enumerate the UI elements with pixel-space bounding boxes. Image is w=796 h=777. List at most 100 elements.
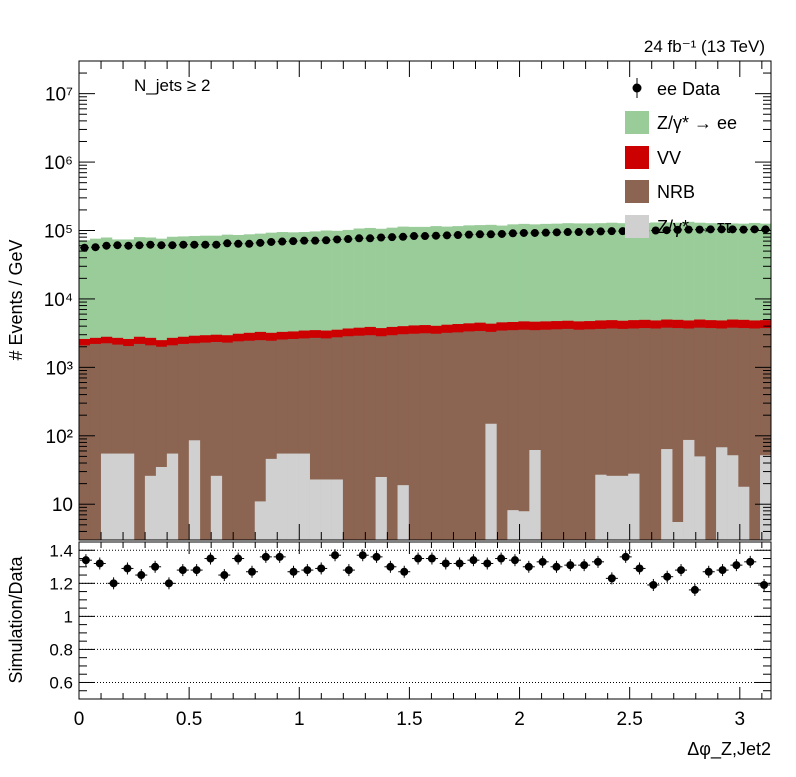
data-point-marker [333,235,342,244]
ratio-point [190,564,203,577]
data-point-marker [431,231,440,240]
data-point-marker [706,225,715,234]
data-point [761,225,771,234]
data-point [596,227,606,236]
ratio-point-marker [635,564,644,573]
data-point-marker [464,230,473,239]
nrb-bar [529,330,541,540]
ratio-point-marker [289,567,298,576]
ratio-point-marker [732,561,741,570]
nrb-bar [364,335,376,540]
data-point-marker [179,240,188,249]
ratio-point-marker [704,567,713,576]
nrb-bar [100,343,113,540]
nrb-bar [716,328,728,540]
ratio-point-marker [580,561,589,570]
data-point [750,225,760,234]
ratio-point [508,554,521,567]
ratio-point [135,569,148,582]
ratio-point [356,549,369,562]
dy-tautau-bar [144,475,157,540]
legend-label: Z/γ* → ττ [657,217,731,237]
dy-tautau-bar [188,440,201,540]
nrb-bar [133,343,146,540]
legend-swatch [625,146,649,169]
nrb-bar [397,334,409,540]
nrb-bar [353,335,365,540]
ratio-point-marker [566,561,575,570]
nrb-bar [430,333,442,540]
ratio-point-marker [690,585,699,594]
data-point-marker [618,227,627,236]
data-point [288,237,298,246]
nrb-bar [342,336,354,540]
nrb-bar [694,327,706,540]
ratio-point-marker [414,554,423,563]
dy-tautau-bar [254,501,267,540]
ratio-point-marker [677,566,686,575]
dy-tautau-bar [760,455,772,540]
y-axis-label: # Events / GeV [6,239,26,360]
ratio-plot-frame [78,541,772,700]
ratio-point-marker [552,562,561,571]
data-point-marker [80,243,89,252]
data-point-marker [673,225,682,234]
data-point-marker [311,236,320,245]
ratio-y-axis-label: Simulation/Data [6,555,26,683]
ratio-point [536,555,549,568]
ratio-point-marker [621,552,630,561]
data-point [145,240,155,249]
dy-tautau-bar [276,453,288,540]
ratio-point [107,577,120,590]
ratio-point [730,559,743,572]
ratio-point [578,559,591,572]
data-point [266,237,276,246]
data-point [299,236,309,245]
ratio-point [329,549,342,562]
main-plot-frame [78,60,772,541]
data-point [123,241,133,250]
dy-tautau-bar [672,521,684,540]
ratio-point [79,554,92,567]
data-point [365,234,375,243]
dy-tautau-bar [100,453,113,540]
nrb-bar [584,329,596,540]
ratio-point [273,550,286,563]
nrb-bar [760,328,772,540]
data-point-marker [497,229,506,238]
data-point [178,240,188,249]
ratio-point-marker [344,566,353,575]
ratio-point [688,583,701,596]
ratio-y-tick-label: 0.6 [49,673,73,692]
data-point-marker [124,241,133,250]
data-point-marker [146,240,155,249]
ratio-point [342,564,355,577]
ratio-point [744,555,757,568]
nrb-bar [452,332,464,540]
data-point-marker [366,234,375,243]
data-point [200,240,210,249]
dy-tautau-bar [375,476,387,540]
ratio-point-marker [455,559,464,568]
nrb-bar [111,344,124,540]
ratio-point [439,557,452,570]
data-point [464,230,474,239]
stacked-histogram [79,221,772,541]
x-tick-label: 3 [735,709,746,730]
nrb-bar [232,341,245,540]
dy-tautau-bar [518,511,530,540]
nrb-bar [408,333,420,540]
data-point [563,228,573,237]
data-point [101,241,111,250]
data-point-marker [223,239,232,248]
ratio-point [633,562,646,575]
ratio-point-marker [746,557,755,566]
dy-tautau-bar [210,475,223,540]
y-tick-label: 10² [46,427,73,448]
data-point [222,239,232,248]
main-plot: 10 10² 10³ 10⁴ 10⁵ 10⁶ 10⁷ 24 fb⁻¹ (13 TeV) N_… [6,37,772,541]
data-point [90,243,100,252]
legend-marker [632,83,642,93]
dy-tautau-bar [397,485,409,540]
